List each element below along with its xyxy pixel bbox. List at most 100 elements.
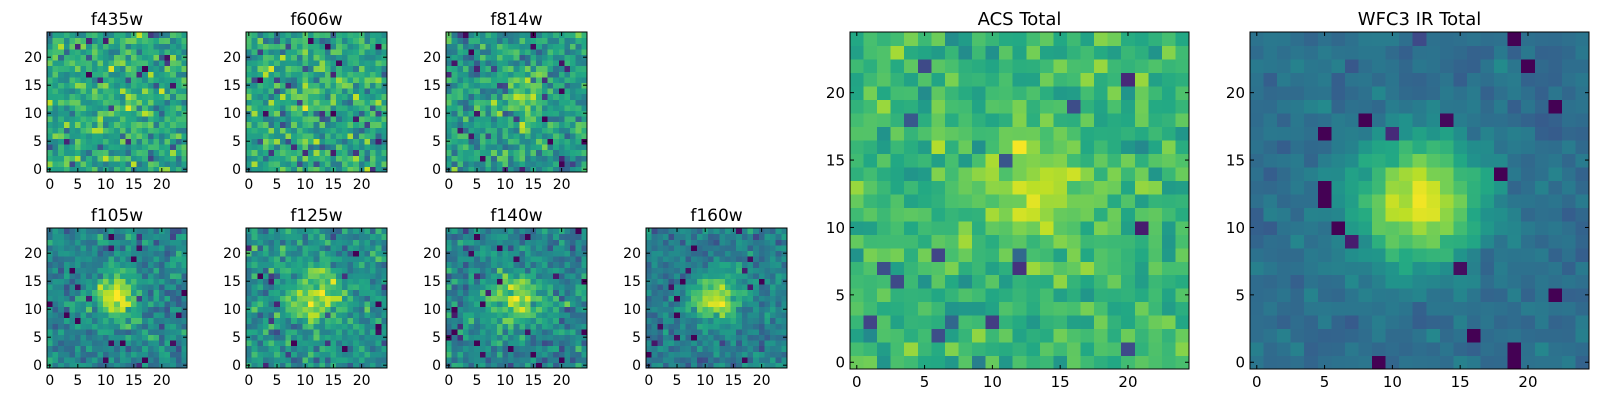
heatmap-cell (708, 278, 715, 285)
heatmap-cell (657, 233, 664, 240)
heatmap-cell (491, 256, 498, 263)
heatmap-cell (319, 37, 326, 44)
heatmap-cell (370, 37, 377, 44)
heatmap-cell (91, 295, 98, 302)
heatmap-cell (75, 48, 82, 55)
heatmap-cell (319, 250, 326, 257)
heatmap-cell (58, 93, 65, 100)
heatmap-cell (553, 54, 560, 61)
heatmap-cell (86, 48, 93, 55)
heatmap-cell (457, 138, 464, 145)
heatmap-cell (502, 93, 509, 100)
heatmap-cell (251, 323, 258, 330)
heatmap-cell (691, 312, 698, 319)
heatmap-cell (324, 160, 332, 167)
heatmap-cell (97, 110, 104, 117)
heatmap-cell (97, 317, 104, 324)
heatmap-cell (558, 48, 566, 55)
heatmap-cell (741, 306, 749, 313)
heatmap-cell (336, 149, 343, 156)
heatmap-cell (291, 37, 298, 44)
heatmap-cell (564, 256, 571, 263)
heatmap-cell (944, 301, 960, 316)
heatmap-cell (931, 274, 946, 289)
heatmap-cell (330, 132, 337, 139)
heatmap-cell (103, 160, 110, 167)
heatmap-cell (999, 180, 1014, 195)
heatmap-cell (1094, 301, 1109, 316)
heatmap-cell (381, 295, 388, 302)
heatmap-cell (581, 93, 588, 100)
heatmap-cell (302, 278, 309, 285)
heatmap-cell (358, 37, 366, 44)
heatmap-cell (917, 342, 932, 357)
heatmap-cell (491, 65, 498, 72)
heatmap-cell (285, 323, 292, 330)
heatmap-cell (47, 356, 54, 363)
heatmap-cell (91, 132, 98, 139)
heatmap-cell (47, 104, 54, 111)
heatmap-cell (274, 284, 281, 291)
heatmap-cell (730, 312, 737, 319)
heatmap-cell (657, 300, 664, 307)
heatmap-cell (153, 295, 160, 302)
heatmap-cell (268, 250, 275, 257)
heatmap-cell (274, 132, 281, 139)
heatmap-cell (170, 99, 177, 106)
heatmap-cell (491, 132, 498, 139)
heatmap-cell (553, 116, 560, 123)
heatmap-cell (285, 312, 292, 319)
heatmap-cell (175, 93, 182, 100)
heatmap-cell (536, 356, 543, 363)
heatmap-cell (257, 144, 264, 151)
heatmap-cell (558, 82, 566, 89)
heatmap-cell (724, 312, 732, 319)
heatmap-cell (553, 155, 560, 162)
heatmap-cell (972, 315, 987, 330)
heatmap-cell (547, 104, 554, 111)
heatmap-cell (479, 244, 487, 251)
heatmap-cell (741, 233, 749, 240)
heatmap-cell (491, 121, 498, 128)
heatmap-cell (103, 334, 110, 341)
heatmap-cell (313, 149, 320, 156)
heatmap-cell (491, 116, 498, 123)
heatmap-cell (291, 317, 298, 324)
heatmap-cell (341, 76, 349, 83)
heatmap-cell (524, 37, 532, 44)
heatmap-cell (274, 76, 281, 83)
heatmap-cell (457, 284, 464, 291)
heatmap-cell (119, 340, 126, 347)
heatmap-cell (91, 110, 98, 117)
heatmap-cell (153, 250, 160, 257)
heatmap-cell (108, 127, 115, 134)
heatmap-cell (1080, 261, 1095, 276)
heatmap-cell (246, 295, 253, 302)
heatmap-cell (364, 144, 371, 151)
heatmap-cell (917, 315, 932, 330)
heatmap-cell (125, 284, 132, 291)
heatmap-cell (119, 351, 126, 358)
heatmap-cell (336, 345, 343, 352)
heatmap-cell (114, 267, 121, 274)
heatmap-cell (541, 267, 549, 274)
heatmap-cell (262, 54, 270, 61)
heatmap-cell (370, 295, 377, 302)
heatmap-cell (1161, 247, 1177, 262)
heatmap-cell (931, 355, 946, 370)
heatmap-cell (291, 54, 298, 61)
heatmap-cell (97, 65, 104, 72)
heatmap-cell (364, 295, 371, 302)
heatmap-cell (52, 284, 59, 291)
heatmap-cell (519, 144, 526, 151)
heatmap-cell (336, 37, 343, 44)
y-tick-label: 10 (223, 106, 241, 122)
heatmap-cell (279, 256, 287, 263)
heatmap-cell (279, 289, 287, 296)
heatmap-cell (97, 239, 104, 246)
heatmap-cell (491, 250, 498, 257)
heatmap-cell (131, 43, 138, 50)
heatmap-cell (553, 160, 560, 167)
heatmap-cell (97, 88, 104, 95)
heatmap-cell (341, 328, 349, 335)
